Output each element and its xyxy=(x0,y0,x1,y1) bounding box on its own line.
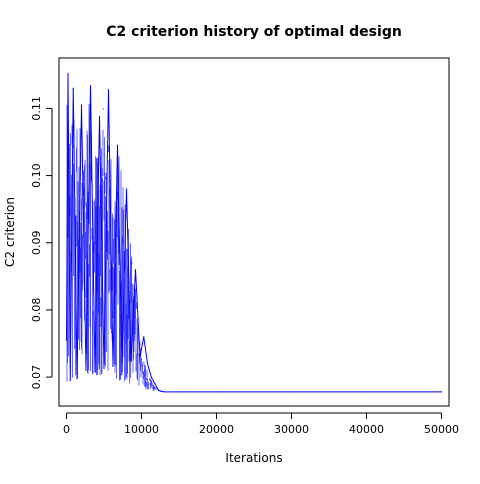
data-point xyxy=(146,363,149,365)
y-tick-label: 0.10 xyxy=(30,163,43,188)
data-point xyxy=(440,391,443,393)
data-point xyxy=(365,391,368,393)
data-point xyxy=(143,336,145,338)
data-point xyxy=(178,391,180,393)
data-point xyxy=(89,84,92,87)
data-point xyxy=(158,389,160,392)
x-tick-label: 50000 xyxy=(424,423,459,436)
data-point xyxy=(85,369,87,371)
data-point xyxy=(112,365,114,367)
data-point xyxy=(290,391,293,393)
x-tick-label: 10000 xyxy=(124,423,159,436)
data-point xyxy=(116,144,119,146)
data-point xyxy=(98,115,101,118)
chart-title: C2 criterion history of optimal design xyxy=(106,24,402,40)
data-point xyxy=(103,367,105,369)
data-point xyxy=(69,379,71,382)
data-point xyxy=(134,269,137,271)
data-point xyxy=(154,383,156,385)
x-tick-label: 30000 xyxy=(274,423,309,436)
x-tick-label: 20000 xyxy=(199,423,234,436)
data-point xyxy=(65,339,68,341)
plot-frame xyxy=(58,57,450,407)
y-tick-label: 0.08 xyxy=(30,298,43,323)
data-point xyxy=(130,359,132,361)
data-point xyxy=(150,376,152,378)
data-point xyxy=(94,371,96,373)
y-tick-label: 0.09 xyxy=(30,230,43,255)
data-point xyxy=(139,356,141,358)
data-point xyxy=(72,87,74,89)
y-tick-label: 0.07 xyxy=(30,365,43,390)
x-axis: 0 10000 20000 30000 40000 50000 xyxy=(63,412,459,436)
plot-area xyxy=(65,72,443,393)
data-point xyxy=(107,88,110,91)
data-point xyxy=(121,363,123,365)
x-tick-label: 40000 xyxy=(349,423,384,436)
data-point xyxy=(67,72,69,75)
data-point xyxy=(80,104,83,106)
data-point xyxy=(76,377,78,380)
data-point xyxy=(163,391,165,393)
y-axis: 0.07 0.08 0.09 0.10 0.11 xyxy=(30,96,53,390)
data-point xyxy=(125,188,128,190)
y-tick-label: 0.11 xyxy=(30,96,43,121)
y-axis-label: C2 criterion xyxy=(3,197,17,267)
series-line xyxy=(66,73,442,393)
data-point xyxy=(215,391,218,393)
x-axis-label: Iterations xyxy=(225,451,282,465)
x-tick-label: 0 xyxy=(63,423,70,436)
